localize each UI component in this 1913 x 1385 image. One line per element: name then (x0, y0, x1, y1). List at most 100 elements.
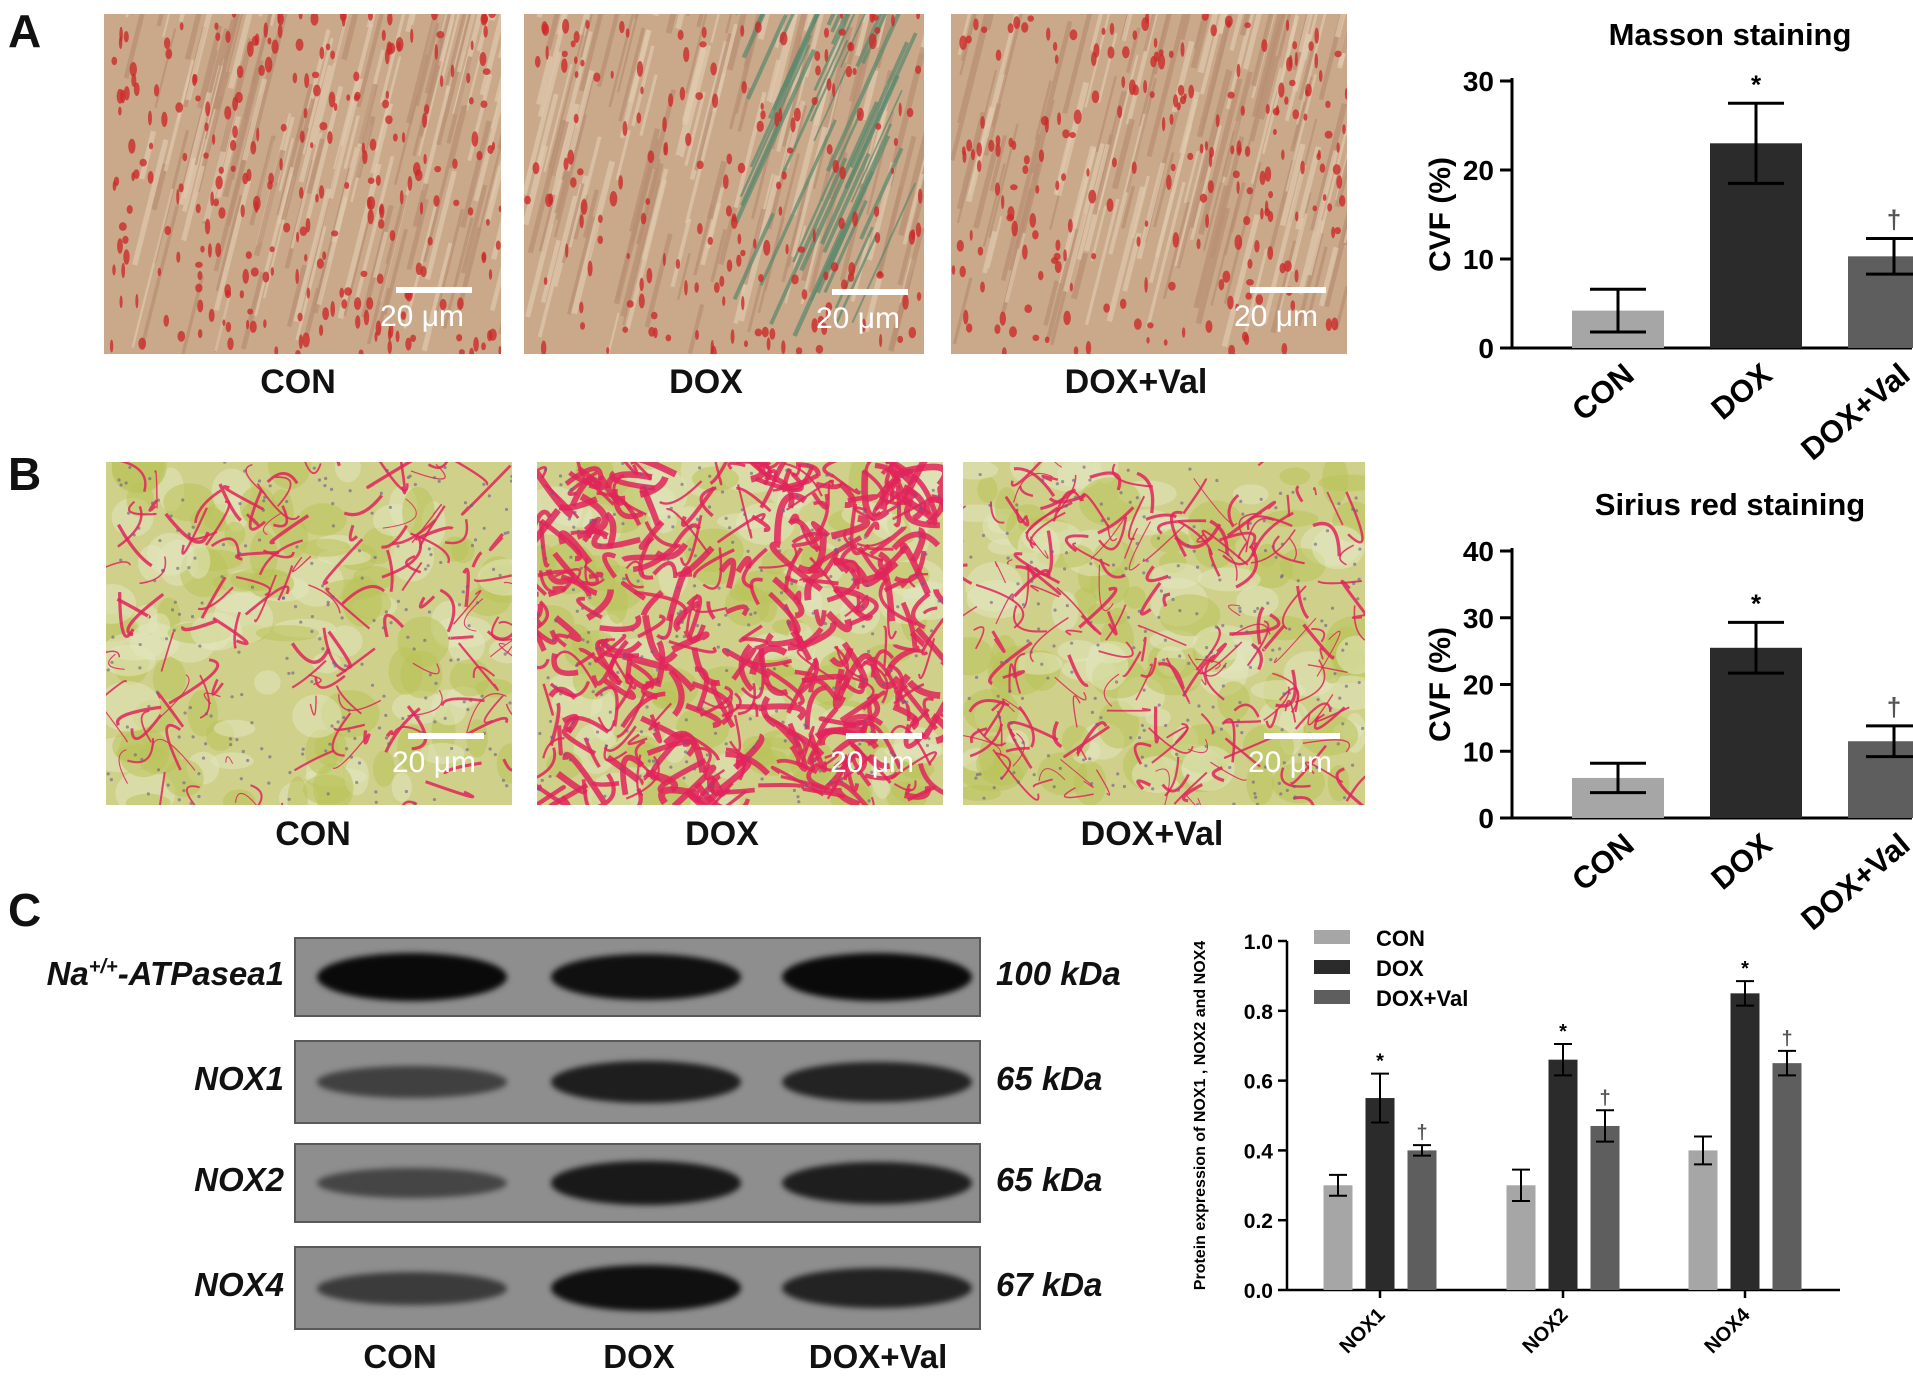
blot-kda-label: 100 kDa (996, 955, 1121, 993)
blot-protein-label: NOX1 (0, 1060, 284, 1098)
scale-bar-label: 20 μm (392, 746, 476, 780)
image-label-dox-val: DOX+Val (1036, 363, 1236, 402)
significance-mark: * (1751, 69, 1762, 99)
y-tick-label: 10 (1463, 736, 1494, 767)
scale-bar-label: 20 μm (830, 746, 914, 780)
blot-band (551, 1161, 741, 1205)
x-tick-label: NOX2 (1518, 1304, 1572, 1358)
bar (1848, 256, 1913, 348)
bar (1408, 1150, 1437, 1290)
bar (1591, 1126, 1620, 1290)
blot-protein-label: NOX2 (0, 1161, 284, 1199)
legend-label: DOX (1376, 956, 1424, 981)
x-tick-label: DOX (1705, 356, 1779, 426)
blot-band (317, 953, 507, 1001)
panel-a-letter: A (8, 4, 41, 58)
y-tick-label: 20 (1463, 155, 1494, 186)
scale-bar (1250, 287, 1326, 293)
bar (1773, 1063, 1802, 1290)
significance-mark: * (1751, 588, 1762, 618)
significance-mark: * (1559, 1021, 1567, 1043)
significance-mark: † (1599, 1087, 1610, 1109)
significance-mark: † (1416, 1122, 1427, 1144)
chart-title: Masson staining (1609, 17, 1852, 52)
y-tick-label: 1.0 (1244, 931, 1273, 954)
significance-mark: † (1887, 692, 1901, 722)
y-axis-label: Protein expression of NOX1 , NOX2 and NO… (1192, 941, 1209, 1291)
legend-swatch (1314, 990, 1350, 1004)
legend-label: DOX+Val (1376, 986, 1468, 1011)
significance-mark: * (1741, 958, 1749, 980)
bar (1366, 1098, 1395, 1290)
image-label-dox-val: DOX+Val (1052, 815, 1252, 854)
bar (1848, 741, 1913, 818)
y-tick-label: 0.8 (1244, 1001, 1274, 1024)
blot-row (294, 937, 981, 1017)
blot-kda-label: 67 kDa (996, 1266, 1102, 1304)
image-label-con: CON (213, 815, 413, 854)
y-tick-label: 30 (1463, 603, 1494, 634)
y-tick-label: 0.6 (1244, 1071, 1273, 1094)
significance-mark: † (1781, 1028, 1792, 1050)
bar (1549, 1060, 1578, 1290)
scale-bar-label: 20 μm (1248, 746, 1332, 780)
legend-swatch (1314, 960, 1350, 974)
image-label-con: CON (198, 363, 398, 402)
panel-c-letter: C (8, 883, 41, 937)
y-tick-label: 0 (1478, 333, 1494, 364)
blot-band (782, 953, 972, 1001)
x-tick-label: CON (1565, 357, 1640, 428)
x-tick-label: NOX4 (1700, 1303, 1755, 1358)
bar (1731, 993, 1760, 1290)
blot-row (294, 1246, 981, 1330)
blot-kda-label: 65 kDa (996, 1161, 1102, 1199)
blot-band (782, 1268, 972, 1309)
blot-protein-label: Na+/+-ATPasea1 (0, 955, 284, 993)
image-label-dox: DOX (622, 815, 822, 854)
scale-bar (832, 289, 908, 295)
y-tick-label: 20 (1463, 670, 1494, 701)
blot-row (294, 1040, 981, 1124)
scale-bar-label: 20 μm (380, 300, 464, 334)
blot-group-label: CON (290, 1338, 510, 1376)
blot-band (782, 1162, 972, 1204)
x-tick-label: DOX+Val (1794, 357, 1913, 467)
y-tick-label: 10 (1463, 244, 1494, 275)
y-tick-label: 0.2 (1244, 1210, 1273, 1233)
blot-protein-label: NOX4 (0, 1266, 284, 1304)
scale-bar (396, 287, 472, 293)
blot-group-label: DOX (529, 1338, 749, 1376)
y-tick-label: 0.4 (1244, 1140, 1274, 1163)
blot-row (294, 1143, 981, 1223)
image-label-dox: DOX (606, 363, 806, 402)
blot-band (317, 1168, 507, 1198)
scale-bar-label: 20 μm (1234, 300, 1318, 334)
legend-swatch (1314, 930, 1350, 944)
legend-label: CON (1376, 926, 1425, 951)
blot-band (551, 954, 741, 1001)
panel-b-letter: B (8, 447, 41, 501)
blot-band (782, 1062, 972, 1103)
y-tick-label: 30 (1463, 66, 1494, 97)
blot-band (551, 1265, 741, 1312)
scale-bar-label: 20 μm (816, 302, 900, 336)
blot-band (551, 1061, 741, 1103)
bar (1689, 1150, 1718, 1290)
chart-title: Sirius red staining (1595, 487, 1865, 522)
blot-kda-label: 65 kDa (996, 1060, 1102, 1098)
scale-bar (408, 733, 484, 739)
significance-mark: * (1376, 1051, 1384, 1073)
y-axis-label: CVF (%) (1424, 157, 1457, 272)
y-tick-label: 0 (1478, 803, 1494, 834)
blot-group-label: DOX+Val (768, 1338, 988, 1376)
y-tick-label: 40 (1463, 536, 1494, 567)
y-axis-label: CVF (%) (1424, 627, 1457, 742)
blot-band (317, 1272, 507, 1305)
significance-mark: † (1887, 205, 1901, 235)
blot-band (317, 1066, 507, 1098)
y-tick-label: 0.0 (1244, 1280, 1273, 1303)
nox-bar-chart: 0.0 0.2 0.4 0.6 0.8 1.0 Protein expression of … (1180, 880, 1913, 1380)
x-tick-label: NOX1 (1335, 1304, 1389, 1358)
